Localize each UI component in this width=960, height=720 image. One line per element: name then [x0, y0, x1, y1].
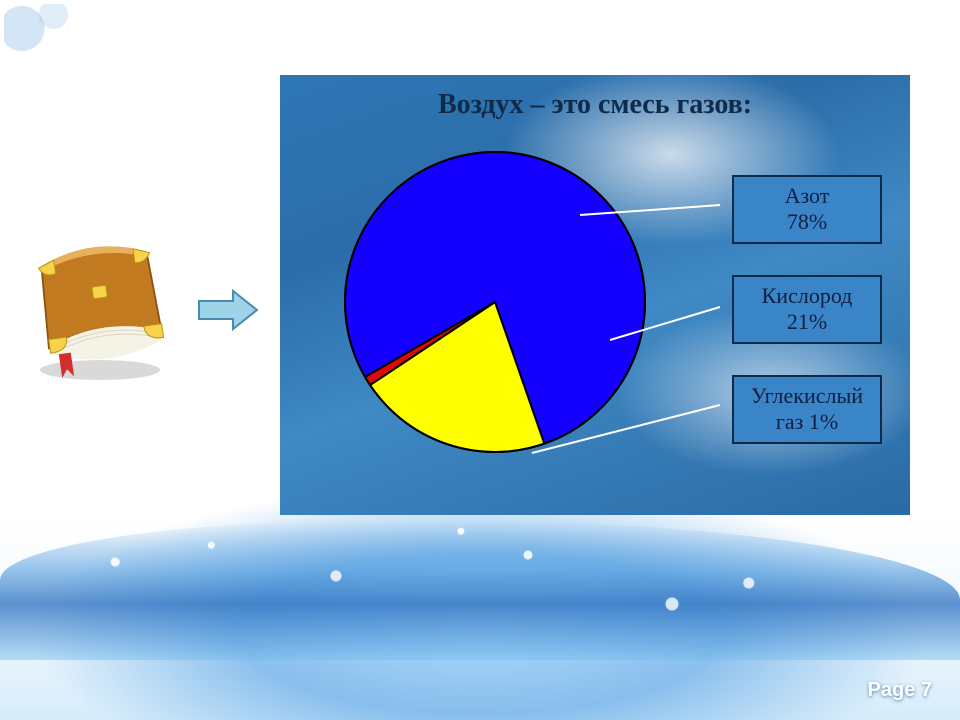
book-icon: [18, 220, 183, 385]
page-number: Page 7: [868, 679, 932, 702]
legend-percent: 21%: [744, 309, 870, 335]
arrow-icon: [195, 285, 265, 335]
legend-oxygen: Кислород 21%: [732, 275, 882, 344]
chart-panel: Воздух – это смесь газов: Азот 78% Кисло…: [280, 75, 910, 515]
legend-nitrogen: Азот 78%: [732, 175, 882, 244]
legend-co2: Углекислый газ 1%: [732, 375, 882, 444]
slide: Воздух – это смесь газов: Азот 78% Кисло…: [0, 0, 960, 720]
legend-label: Кислород: [744, 283, 870, 309]
corner-flourish: [4, 4, 94, 74]
legend-percent: 78%: [744, 209, 870, 235]
legend-percent: газ 1%: [744, 409, 870, 435]
legend-label: Азот: [744, 183, 870, 209]
water-wave: [0, 520, 960, 660]
legend-label: Углекислый: [744, 383, 870, 409]
